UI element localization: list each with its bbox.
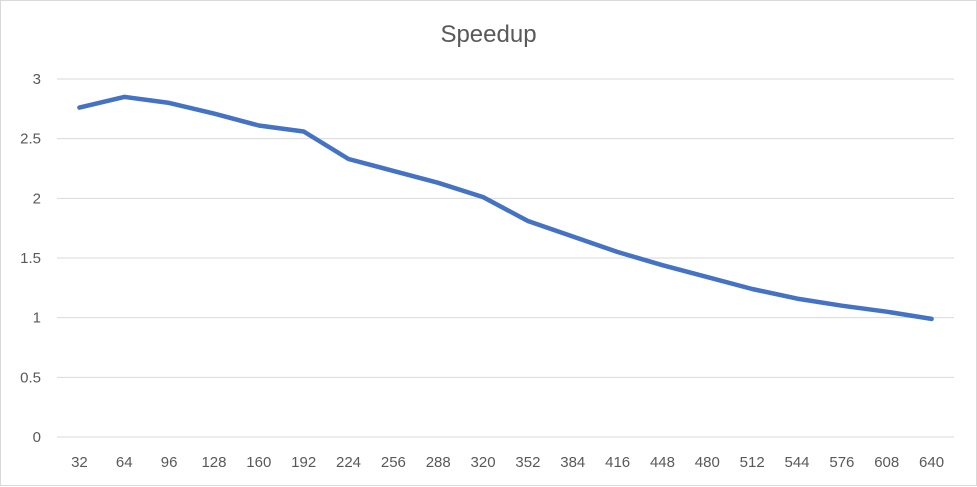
x-tick-label: 256 [381, 454, 406, 471]
y-tick-label: 2 [33, 190, 41, 207]
x-tick-label: 288 [426, 454, 451, 471]
x-tick-label: 640 [919, 454, 944, 471]
y-tick-label: 0.5 [20, 369, 41, 386]
x-tick-label: 544 [785, 454, 810, 471]
x-tick-label: 224 [336, 454, 361, 471]
y-tick-label: 2.5 [20, 131, 41, 148]
x-tick-label: 480 [695, 454, 720, 471]
x-tick-label: 32 [71, 454, 88, 471]
x-tick-label: 96 [161, 454, 178, 471]
y-tick-label: 0 [33, 429, 41, 446]
x-tick-label: 192 [291, 454, 316, 471]
chart-title: Speedup [440, 21, 537, 48]
x-tick-label: 416 [605, 454, 630, 471]
x-tick-label: 352 [515, 454, 540, 471]
y-tick-label: 1 [33, 310, 41, 327]
y-tick-label: 1.5 [20, 250, 41, 267]
x-tick-label: 512 [740, 454, 765, 471]
y-tick-label: 3 [33, 71, 41, 88]
x-tick-label: 64 [116, 454, 133, 471]
x-tick-label: 160 [246, 454, 271, 471]
x-tick-label: 384 [560, 454, 585, 471]
x-tick-label: 608 [874, 454, 899, 471]
x-tick-label: 576 [829, 454, 854, 471]
x-tick-label: 448 [650, 454, 675, 471]
series-line-speedup [77, 94, 934, 322]
x-tick-label: 128 [201, 454, 226, 471]
x-tick-label: 320 [471, 454, 496, 471]
